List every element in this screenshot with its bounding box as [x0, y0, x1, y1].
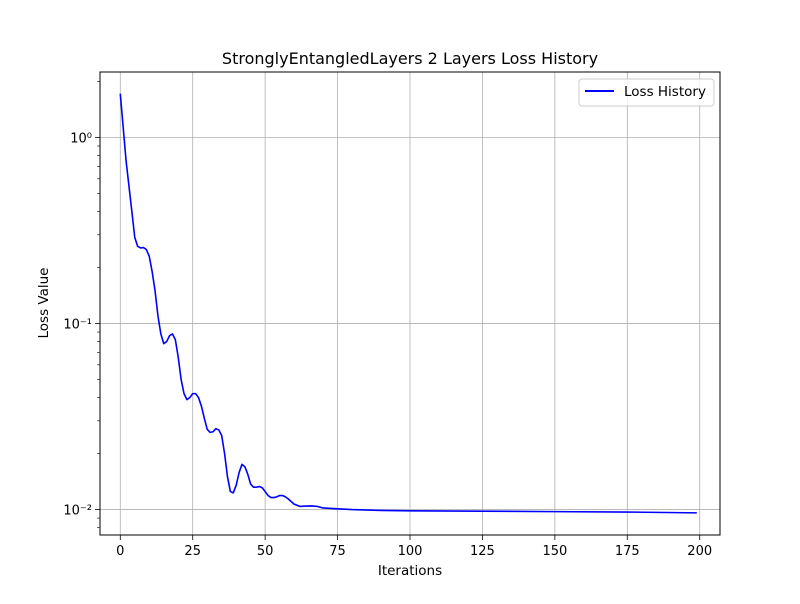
y-tick-label: 10⁰ — [70, 132, 92, 147]
x-tick-label: 150 — [542, 544, 567, 559]
x-tick-label: 25 — [184, 544, 201, 559]
x-tick-label: 175 — [615, 544, 640, 559]
x-tick-label: 50 — [257, 544, 274, 559]
chart-title: StronglyEntangledLayers 2 Layers Loss Hi… — [222, 49, 598, 68]
loss-history-line — [119, 93, 697, 514]
tick-layer: 0 25 50 75 100 125 150 175 200 10⁻² 10⁻¹ 10⁰ — [63, 81, 712, 559]
x-tick-label: 200 — [687, 544, 712, 559]
legend: Loss History — [578, 78, 715, 107]
y-tick-label: 10⁻² — [63, 504, 92, 519]
y-tick-label: 10⁻¹ — [63, 318, 92, 333]
x-axis-label: Iterations — [378, 563, 442, 579]
x-tick-label: 75 — [329, 544, 346, 559]
x-tick-label: 0 — [116, 544, 124, 559]
x-tick-label: 100 — [398, 544, 423, 559]
x-tick-label: 125 — [470, 544, 495, 559]
series-layer — [119, 93, 697, 514]
grid-layer — [100, 72, 720, 535]
y-axis-label: Loss Value — [36, 268, 52, 339]
legend-box — [578, 78, 715, 107]
legend-series-label: Loss History — [624, 84, 706, 100]
